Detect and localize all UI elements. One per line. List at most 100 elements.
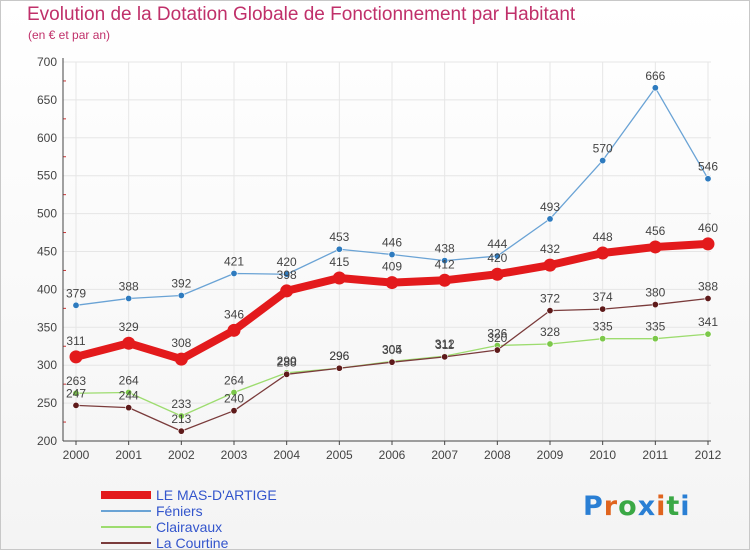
data-label: 409 (382, 260, 402, 274)
data-label: 296 (329, 349, 349, 363)
data-label: 264 (224, 373, 244, 387)
y-tick-label: 400 (37, 282, 57, 296)
data-label: 570 (593, 142, 613, 156)
data-point (546, 307, 554, 315)
series-group (69, 84, 715, 435)
data-point (125, 294, 133, 302)
data-point (335, 245, 343, 253)
data-label: 247 (66, 386, 86, 400)
data-point (230, 388, 238, 396)
logo-letter: r (603, 491, 619, 522)
data-point (72, 401, 80, 409)
data-point (441, 257, 449, 265)
data-label: 213 (171, 412, 191, 426)
x-tick-label: 2010 (589, 448, 616, 462)
data-point (177, 412, 185, 420)
grid (63, 61, 711, 442)
logo-letter: i (656, 491, 667, 522)
data-point (388, 251, 396, 259)
data-label: 438 (435, 242, 455, 256)
data-point (648, 240, 662, 254)
data-point (704, 294, 712, 302)
y-tick-label: 300 (37, 358, 57, 372)
data-label: 448 (593, 230, 613, 244)
data-label: 493 (540, 200, 560, 214)
data-point (543, 258, 557, 272)
chart-subtitle: (en € et par an) (28, 28, 111, 42)
data-label: 329 (119, 320, 139, 334)
data-label: 415 (329, 255, 349, 269)
data-point (385, 276, 399, 290)
data-point (651, 301, 659, 309)
data-point (599, 157, 607, 165)
data-point (546, 340, 554, 348)
data-point (72, 301, 80, 309)
data-label: 372 (540, 292, 560, 306)
x-tick-label: 2002 (168, 448, 195, 462)
data-point (493, 252, 501, 260)
data-label: 420 (487, 251, 507, 265)
x-tick-label: 2004 (273, 448, 300, 462)
x-tick-label: 2012 (695, 448, 722, 462)
y-tick-label: 650 (37, 93, 57, 107)
data-label: 432 (540, 242, 560, 256)
logo-letter: x (637, 491, 657, 522)
y-tick-label: 350 (37, 320, 57, 334)
data-label: 305 (382, 342, 402, 356)
data-labels: 311 329 308 346 398 415 409 412 420 432 448 456 460 3… (66, 69, 718, 426)
data-label: 420 (277, 255, 297, 269)
data-point (388, 358, 396, 366)
data-label: 240 (224, 392, 244, 406)
logo-letter: i (680, 491, 691, 522)
legend-label: La Courtine (156, 535, 229, 550)
data-label: 290 (277, 354, 297, 368)
data-point (490, 267, 504, 281)
data-point (704, 175, 712, 183)
data-label: 398 (277, 268, 297, 282)
data-label: 412 (435, 257, 455, 271)
data-label: 546 (698, 160, 718, 174)
legend-swatch (101, 491, 151, 499)
y-tick-label: 600 (37, 131, 57, 145)
data-label: 311 (435, 338, 454, 352)
data-label: 263 (66, 374, 86, 388)
data-point (493, 346, 501, 354)
logo-letter: o (618, 491, 638, 522)
data-label: 666 (645, 69, 665, 83)
y-tick-label: 700 (37, 55, 57, 69)
data-point (546, 215, 554, 223)
legend-label: Clairavaux (156, 519, 223, 535)
chart-title: Evolution de la Dotation Globale de Fonc… (27, 4, 576, 25)
y-tick-label: 250 (37, 396, 57, 410)
data-point (283, 270, 291, 278)
data-label: 446 (382, 236, 402, 250)
data-label: 296 (329, 349, 349, 363)
data-point (704, 330, 712, 338)
data-point (438, 273, 452, 287)
data-label: 288 (277, 355, 297, 369)
data-label: 379 (66, 286, 86, 300)
logo-letter: t (666, 491, 681, 522)
data-label: 312 (435, 337, 455, 351)
data-point (651, 335, 659, 343)
data-point (174, 352, 188, 366)
data-point (125, 404, 133, 412)
data-label: 308 (171, 336, 191, 350)
data-point (441, 353, 449, 361)
legend-swatch (101, 542, 151, 544)
data-label: 341 (698, 315, 718, 329)
data-label: 392 (171, 276, 191, 290)
data-point (230, 407, 238, 415)
data-point (335, 364, 343, 372)
data-label: 460 (698, 221, 718, 235)
x-tick-label: 2005 (326, 448, 353, 462)
x-tick-label: 2008 (484, 448, 511, 462)
x-tick-label: 2009 (537, 448, 564, 462)
data-label: 264 (119, 373, 139, 387)
legend-swatch (101, 510, 151, 512)
data-label: 456 (645, 224, 665, 238)
x-tick-label: 2006 (379, 448, 406, 462)
data-label: 421 (224, 254, 244, 268)
